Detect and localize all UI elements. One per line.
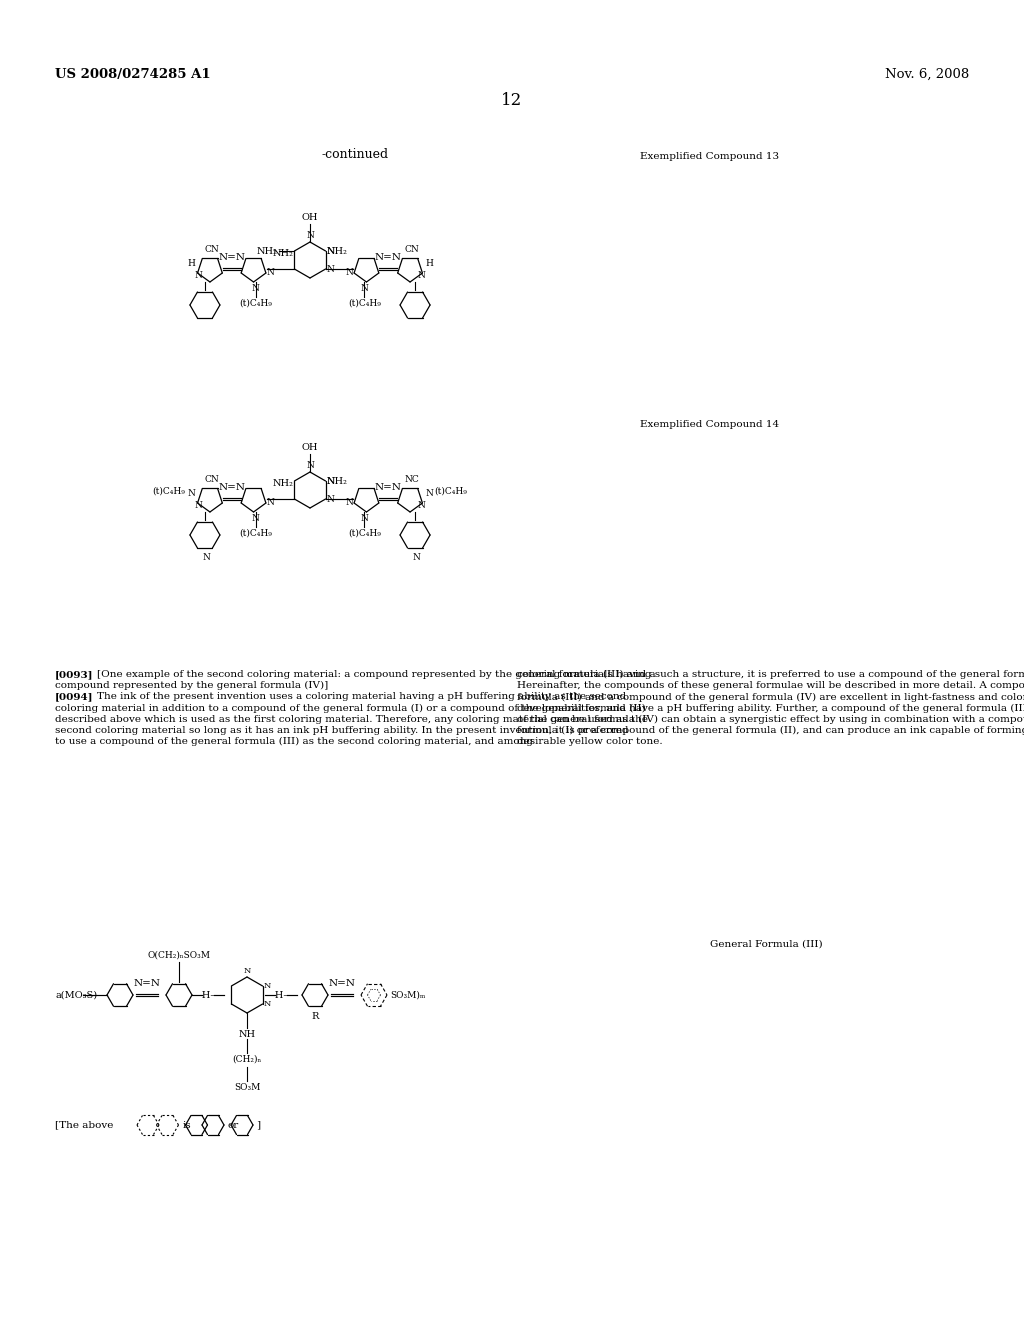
Text: (t)C₄H₉: (t)C₄H₉ bbox=[239, 529, 272, 539]
Text: Exemplified Compound 14: Exemplified Compound 14 bbox=[640, 420, 779, 429]
Text: N=N: N=N bbox=[218, 253, 245, 261]
Text: desirable yellow color tone.: desirable yellow color tone. bbox=[517, 737, 663, 746]
Text: N: N bbox=[327, 247, 335, 256]
Text: 12: 12 bbox=[502, 92, 522, 110]
Text: H: H bbox=[425, 260, 433, 268]
Text: (t)C₄H₉: (t)C₄H₉ bbox=[348, 529, 381, 539]
Text: O(CH₂)ₙSO₃M: O(CH₂)ₙSO₃M bbox=[147, 950, 211, 960]
Text: H: H bbox=[187, 260, 195, 268]
Text: (t)C₄H₉: (t)C₄H₉ bbox=[348, 300, 381, 308]
Text: [0094]: [0094] bbox=[55, 693, 93, 701]
Text: —H—: —H— bbox=[266, 990, 294, 999]
Text: Nov. 6, 2008: Nov. 6, 2008 bbox=[885, 69, 969, 81]
Text: N: N bbox=[327, 264, 335, 273]
Text: N: N bbox=[425, 490, 433, 499]
Text: (t)C₄H₉: (t)C₄H₉ bbox=[239, 300, 272, 308]
Text: N=N: N=N bbox=[218, 483, 245, 492]
Text: OH: OH bbox=[302, 444, 318, 451]
Text: Exemplified Compound 13: Exemplified Compound 13 bbox=[640, 152, 779, 161]
Text: NH₂: NH₂ bbox=[272, 248, 293, 257]
Text: or: or bbox=[228, 1121, 240, 1130]
Text: N: N bbox=[195, 271, 202, 280]
Text: N: N bbox=[306, 461, 314, 470]
Text: ]: ] bbox=[256, 1121, 260, 1130]
Text: formula (III) and a compound of the general formula (IV) are excellent in light-: formula (III) and a compound of the gene… bbox=[517, 693, 1024, 701]
Text: NC: NC bbox=[404, 475, 420, 484]
Text: N: N bbox=[267, 499, 274, 507]
Text: NH₂: NH₂ bbox=[327, 247, 347, 256]
Text: described above which is used as the first coloring material. Therefore, any col: described above which is used as the fir… bbox=[55, 715, 648, 723]
Text: N: N bbox=[195, 502, 202, 510]
Text: N: N bbox=[263, 982, 271, 990]
Text: N: N bbox=[418, 271, 426, 280]
Text: N: N bbox=[263, 1001, 271, 1008]
Text: NH₂: NH₂ bbox=[272, 479, 293, 487]
Text: R: R bbox=[311, 1012, 318, 1020]
Text: SO₃M)ₘ: SO₃M)ₘ bbox=[390, 990, 425, 999]
Text: coloring materials having such a structure, it is preferred to use a compound of: coloring materials having such a structu… bbox=[517, 671, 1024, 678]
Text: is: is bbox=[182, 1121, 191, 1130]
Text: SO₃M: SO₃M bbox=[233, 1082, 260, 1092]
Text: N: N bbox=[360, 284, 369, 293]
Text: CN: CN bbox=[205, 475, 219, 484]
Text: N=N: N=N bbox=[329, 979, 355, 987]
Text: N: N bbox=[360, 513, 369, 523]
Text: -continued: -continued bbox=[322, 148, 388, 161]
Text: coloring material in addition to a compound of the general formula (I) or a comp: coloring material in addition to a compo… bbox=[55, 704, 646, 713]
Text: N: N bbox=[327, 477, 335, 486]
Text: N: N bbox=[252, 513, 259, 523]
Text: N: N bbox=[345, 499, 353, 507]
Text: developabilities, and have a pH buffering ability. Further, a compound of the ge: developabilities, and have a pH bufferin… bbox=[517, 704, 1024, 713]
Text: The ink of the present invention uses a coloring material having a pH buffering : The ink of the present invention uses a … bbox=[97, 693, 627, 701]
Text: NH₂: NH₂ bbox=[327, 477, 347, 486]
Text: N: N bbox=[327, 495, 335, 503]
Text: of the general formula (IV) can obtain a synergistic effect by using in combinat: of the general formula (IV) can obtain a… bbox=[517, 715, 1024, 723]
Text: [One example of the second coloring material: a compound represented by the gene: [One example of the second coloring mate… bbox=[97, 671, 655, 678]
Text: OH: OH bbox=[302, 213, 318, 222]
Text: Hereinafter, the compounds of these general formulae will be described in more d: Hereinafter, the compounds of these gene… bbox=[517, 681, 1024, 690]
Text: N: N bbox=[267, 268, 274, 277]
Text: a(MO₃S): a(MO₃S) bbox=[55, 990, 97, 999]
Text: formula (I) or a compound of the general formula (II), and can produce an ink ca: formula (I) or a compound of the general… bbox=[517, 726, 1024, 735]
Text: N: N bbox=[418, 502, 426, 510]
Text: [0093]: [0093] bbox=[55, 671, 93, 678]
Text: (t)C₄H₉: (t)C₄H₉ bbox=[153, 487, 185, 495]
Text: compound represented by the general formula (IV)]: compound represented by the general form… bbox=[55, 681, 329, 690]
Text: (t)C₄H₉: (t)C₄H₉ bbox=[434, 487, 467, 495]
Text: NH₂: NH₂ bbox=[256, 247, 278, 256]
Text: second coloring material so long as it has an ink pH buffering ability. In the p: second coloring material so long as it h… bbox=[55, 726, 629, 735]
Text: US 2008/0274285 A1: US 2008/0274285 A1 bbox=[55, 69, 211, 81]
Text: NH: NH bbox=[239, 1030, 256, 1039]
Text: N=N: N=N bbox=[375, 253, 401, 261]
Text: N: N bbox=[252, 284, 259, 293]
Text: to use a compound of the general formula (III) as the second coloring material, : to use a compound of the general formula… bbox=[55, 737, 534, 746]
Text: [The above: [The above bbox=[55, 1121, 114, 1130]
Text: CN: CN bbox=[205, 246, 219, 253]
Text: N=N: N=N bbox=[133, 979, 161, 987]
Text: N: N bbox=[412, 553, 420, 562]
Text: —H—: —H— bbox=[193, 990, 221, 999]
Text: N: N bbox=[202, 553, 210, 562]
Text: CN: CN bbox=[404, 246, 420, 253]
Text: General Formula (III): General Formula (III) bbox=[710, 940, 822, 949]
Text: N: N bbox=[345, 268, 353, 277]
Text: N: N bbox=[187, 490, 195, 499]
Text: N=N: N=N bbox=[375, 483, 401, 492]
Text: N: N bbox=[244, 968, 251, 975]
Text: N: N bbox=[306, 231, 314, 240]
Text: (CH₂)ₙ: (CH₂)ₙ bbox=[232, 1055, 261, 1064]
